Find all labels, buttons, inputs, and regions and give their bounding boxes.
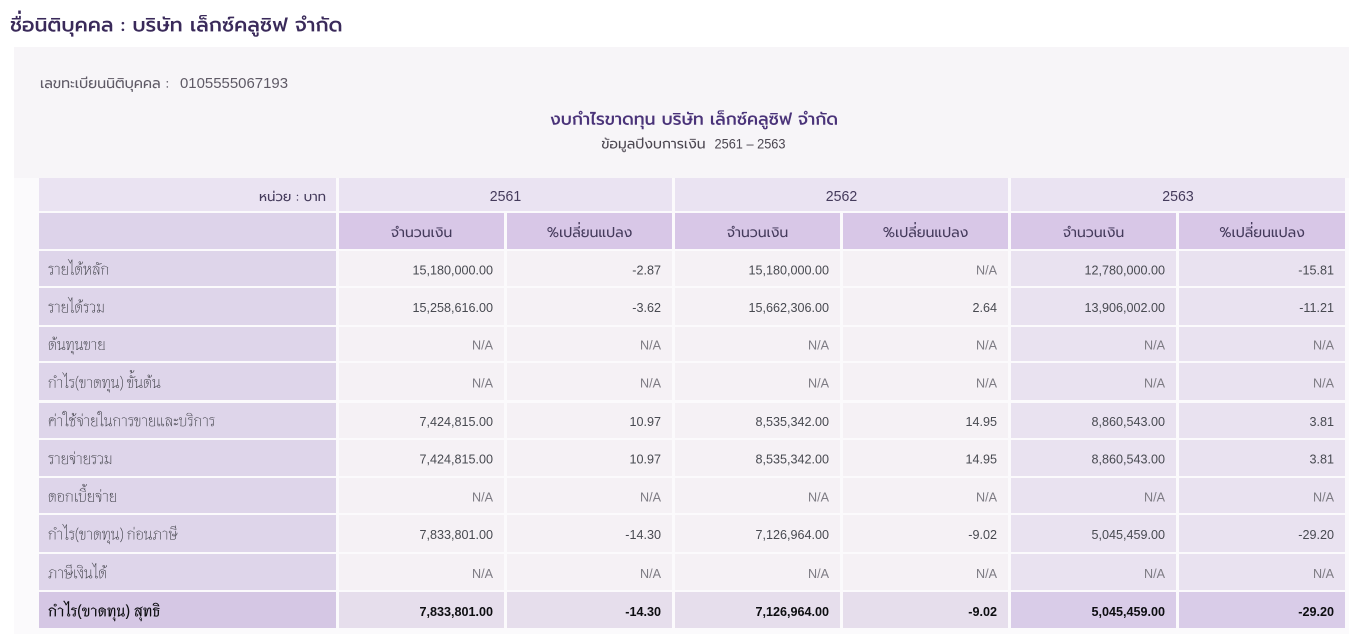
svg-text:7,126,964.00: 7,126,964.00 [755,605,829,619]
svg-text:0105555067193: 0105555067193 [180,75,288,92]
svg-text:8,860,543.00: 8,860,543.00 [1091,415,1165,429]
svg-text:N/A: N/A [1144,567,1166,581]
svg-text:15,258,616.00: 15,258,616.00 [412,301,493,315]
svg-text:15,180,000.00: 15,180,000.00 [748,263,829,277]
svg-text:-9.02: -9.02 [968,605,997,619]
svg-text:-29.20: -29.20 [1298,605,1334,619]
svg-text:N/A: N/A [808,339,830,353]
svg-text:N/A: N/A [1313,339,1335,353]
svg-text:15,180,000.00: 15,180,000.00 [412,263,493,277]
svg-text:N/A: N/A [640,567,662,581]
svg-text:10.97: 10.97 [629,415,661,429]
svg-text:N/A: N/A [808,490,830,504]
svg-text:N/A: N/A [1144,377,1166,391]
svg-text:N/A: N/A [640,377,662,391]
svg-text:-9.02: -9.02 [968,528,997,542]
svg-text:2.64: 2.64 [972,301,997,315]
svg-text:2562: 2562 [826,188,857,205]
svg-text:-11.21: -11.21 [1299,301,1334,315]
svg-text:14.95: 14.95 [965,453,997,467]
svg-text:N/A: N/A [808,377,830,391]
svg-text:N/A: N/A [976,567,998,581]
svg-text:7,126,964.00: 7,126,964.00 [755,528,829,542]
svg-text:13,906,002.00: 13,906,002.00 [1084,301,1165,315]
svg-text:-3.62: -3.62 [632,301,661,315]
svg-text:15,662,306.00: 15,662,306.00 [748,301,829,315]
svg-text:12,780,000.00: 12,780,000.00 [1084,263,1165,277]
svg-text:N/A: N/A [472,567,494,581]
svg-text:7,833,801.00: 7,833,801.00 [419,528,493,542]
svg-text:7,833,801.00: 7,833,801.00 [419,605,493,619]
svg-text:N/A: N/A [640,490,662,504]
svg-text:-2.87: -2.87 [632,263,661,277]
svg-text:10.97: 10.97 [629,453,661,467]
svg-text:2561 – 2563: 2561 – 2563 [715,135,786,151]
svg-text:N/A: N/A [1144,339,1166,353]
svg-text:5,045,459.00: 5,045,459.00 [1091,528,1165,542]
svg-text:-29.20: -29.20 [1298,528,1334,542]
svg-text:N/A: N/A [976,490,998,504]
svg-text:7,424,815.00: 7,424,815.00 [419,415,493,429]
svg-text:2561: 2561 [490,188,521,205]
svg-text:-15.81: -15.81 [1298,263,1334,277]
svg-text:N/A: N/A [1313,490,1335,504]
svg-text:N/A: N/A [640,339,662,353]
svg-text:N/A: N/A [1313,377,1335,391]
svg-text:8,535,342.00: 8,535,342.00 [755,415,829,429]
svg-text:N/A: N/A [1144,490,1166,504]
svg-text:N/A: N/A [472,339,494,353]
svg-text:N/A: N/A [976,263,998,277]
svg-text:N/A: N/A [976,377,998,391]
svg-text:N/A: N/A [1313,567,1335,581]
svg-text:14.95: 14.95 [965,415,997,429]
svg-text:3.81: 3.81 [1309,453,1334,467]
svg-text:N/A: N/A [976,339,998,353]
svg-text:N/A: N/A [472,377,494,391]
svg-text:8,860,543.00: 8,860,543.00 [1091,453,1165,467]
svg-text:N/A: N/A [472,490,494,504]
svg-text:3.81: 3.81 [1309,415,1334,429]
svg-text:8,535,342.00: 8,535,342.00 [755,453,829,467]
svg-text:-14.30: -14.30 [625,528,661,542]
svg-text:-14.30: -14.30 [625,605,661,619]
svg-text:7,424,815.00: 7,424,815.00 [419,453,493,467]
svg-text:5,045,459.00: 5,045,459.00 [1091,605,1165,619]
svg-text:2563: 2563 [1162,188,1193,205]
svg-text:N/A: N/A [808,567,830,581]
